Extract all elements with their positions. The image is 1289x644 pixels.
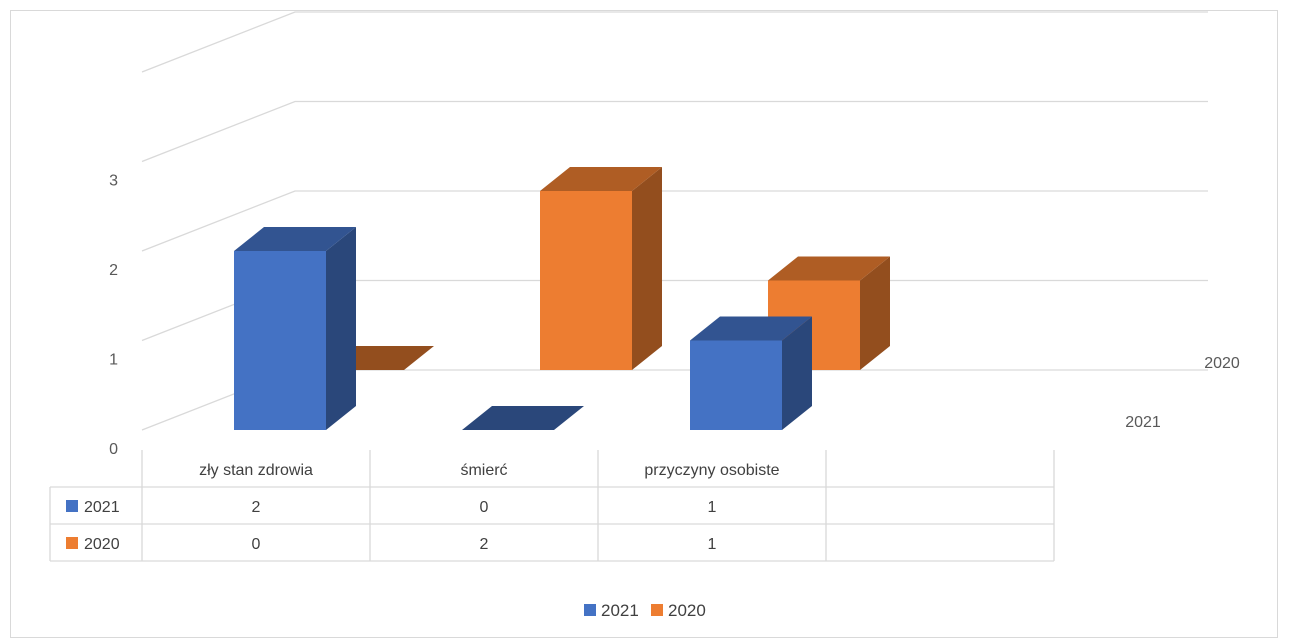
depth-label: 2020 bbox=[1204, 355, 1240, 372]
data-table: zły stan zdrowia śmierć przyczyny osobiste… bbox=[49, 450, 1055, 562]
bar bbox=[690, 316, 812, 430]
bars bbox=[234, 167, 890, 430]
table-cell: 1 bbox=[708, 536, 717, 553]
bar-top-face bbox=[234, 227, 356, 251]
bar-side-face bbox=[326, 227, 356, 430]
gridline bbox=[141, 11, 1208, 73]
bar-side-face bbox=[632, 167, 662, 370]
table-cell: 0 bbox=[480, 499, 489, 516]
legend-label: 2021 bbox=[601, 601, 639, 620]
table-cell: 2 bbox=[252, 499, 261, 516]
bar-top-face bbox=[540, 167, 662, 191]
table-row-label: 2021 bbox=[84, 499, 120, 516]
bar bbox=[462, 406, 584, 430]
legend: 2021 2020 bbox=[584, 601, 706, 620]
table-header-cell: przyczyny osobiste bbox=[644, 462, 779, 479]
table-cell: 1 bbox=[708, 499, 717, 516]
table-row-label: 2020 bbox=[84, 536, 120, 553]
bar-front-face bbox=[540, 191, 632, 370]
y-tick-label: 1 bbox=[109, 352, 118, 369]
bar-front-face bbox=[234, 251, 326, 430]
table-legend-key bbox=[66, 500, 78, 512]
y-tick-label: 2 bbox=[109, 262, 118, 279]
gridline bbox=[141, 100, 1208, 163]
legend-key bbox=[584, 604, 596, 616]
y-axis: 0 1 2 3 bbox=[109, 173, 118, 459]
depth-axis: 2020 2021 bbox=[1125, 355, 1240, 431]
bar-side-face bbox=[782, 316, 812, 430]
bar-top-face bbox=[462, 406, 584, 430]
table-cell: 0 bbox=[252, 536, 261, 553]
y-tick-label: 3 bbox=[109, 173, 118, 190]
gridline bbox=[141, 190, 1208, 252]
bar bbox=[234, 227, 356, 430]
bar-top-face bbox=[768, 256, 890, 281]
bar-top-face bbox=[690, 316, 812, 341]
legend-key bbox=[651, 604, 663, 616]
bar-front-face bbox=[690, 340, 782, 430]
bar-side-face bbox=[860, 256, 890, 370]
table-legend-key bbox=[66, 537, 78, 549]
bar bbox=[540, 167, 662, 370]
table-header-cell: zły stan zdrowia bbox=[199, 462, 313, 479]
table-cell: 2 bbox=[480, 536, 489, 553]
legend-label: 2020 bbox=[668, 601, 706, 620]
y-tick-label: 0 bbox=[109, 441, 118, 458]
table-header-cell: śmierć bbox=[460, 462, 507, 479]
depth-label: 2021 bbox=[1125, 414, 1161, 431]
